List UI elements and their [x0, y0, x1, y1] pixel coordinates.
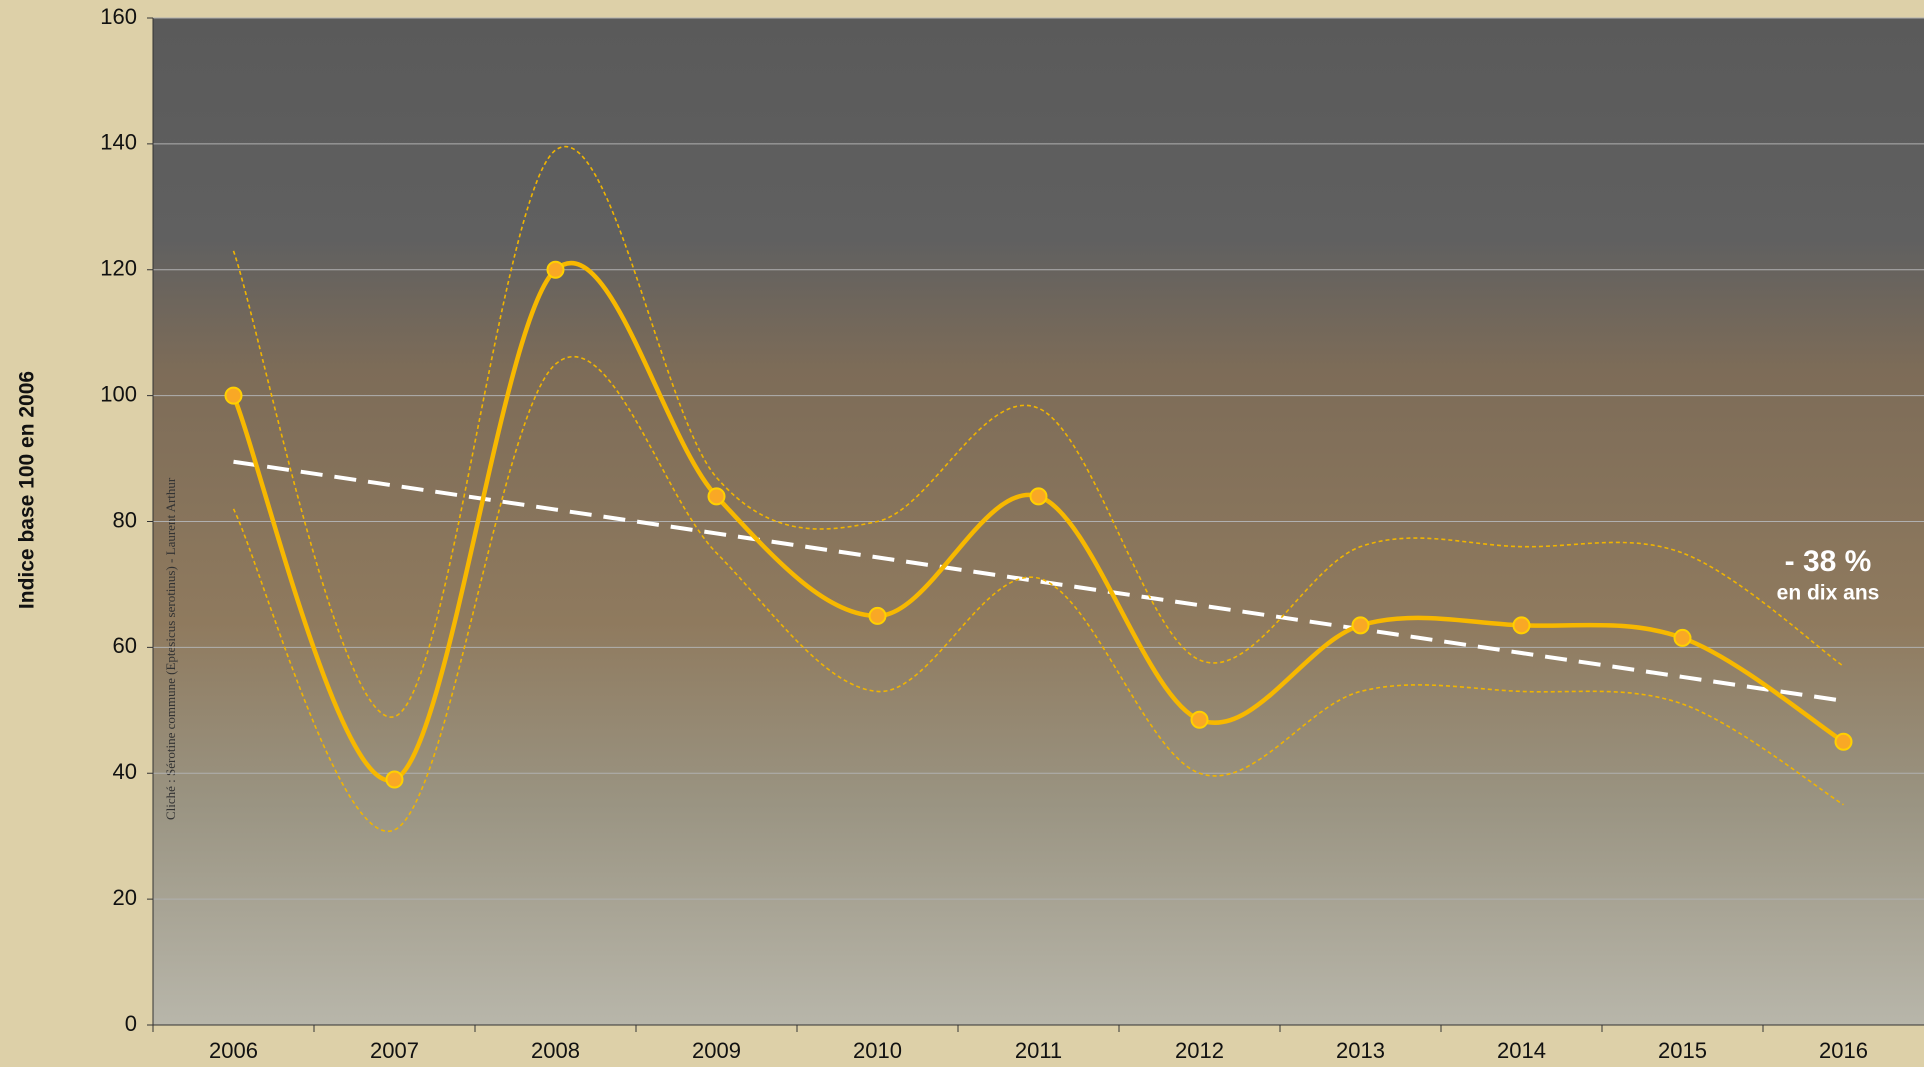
y-tick-label: 80 — [113, 507, 137, 532]
x-tick-label: 2009 — [692, 1038, 741, 1063]
x-tick-label: 2006 — [209, 1038, 258, 1063]
y-tick-label: 40 — [113, 759, 137, 784]
annotation-sub: en dix ans — [1777, 582, 1880, 605]
y-tick-label: 120 — [100, 256, 137, 281]
annotation: - 38 % — [1785, 545, 1872, 578]
y-tick-label: 140 — [100, 130, 137, 155]
point — [868, 606, 887, 625]
point — [707, 487, 726, 506]
x-tick-label: 2015 — [1658, 1038, 1707, 1063]
series-line — [232, 355, 1844, 833]
series-line — [232, 146, 1844, 718]
y-tick-label: 160 — [100, 4, 137, 29]
point — [1673, 628, 1692, 647]
x-tick-label: 2014 — [1497, 1038, 1546, 1063]
x-tick-label: 2010 — [853, 1038, 902, 1063]
point — [1834, 732, 1853, 751]
point — [1351, 616, 1370, 635]
point — [1190, 710, 1209, 729]
photo-credit: Cliché : Sérotine commune (Eptesicus ser… — [163, 477, 178, 820]
point — [1029, 487, 1048, 506]
x-tick-label: 2008 — [531, 1038, 580, 1063]
y-tick-label: 0 — [125, 1011, 137, 1036]
point — [385, 770, 404, 789]
y-tick-label: 20 — [113, 885, 137, 910]
x-tick-label: 2011 — [1015, 1038, 1062, 1063]
y-tick-label: 60 — [113, 633, 137, 658]
point — [546, 260, 565, 279]
x-tick-label: 2012 — [1175, 1038, 1224, 1063]
x-tick-label: 2016 — [1819, 1038, 1868, 1063]
x-tick-label: 2013 — [1336, 1038, 1385, 1063]
point — [224, 386, 243, 405]
y-axis-label: Indice base 100 en 2006 — [16, 371, 39, 609]
x-tick-label: 2007 — [370, 1038, 419, 1063]
y-tick-label: 100 — [100, 381, 137, 406]
point — [1512, 616, 1531, 635]
